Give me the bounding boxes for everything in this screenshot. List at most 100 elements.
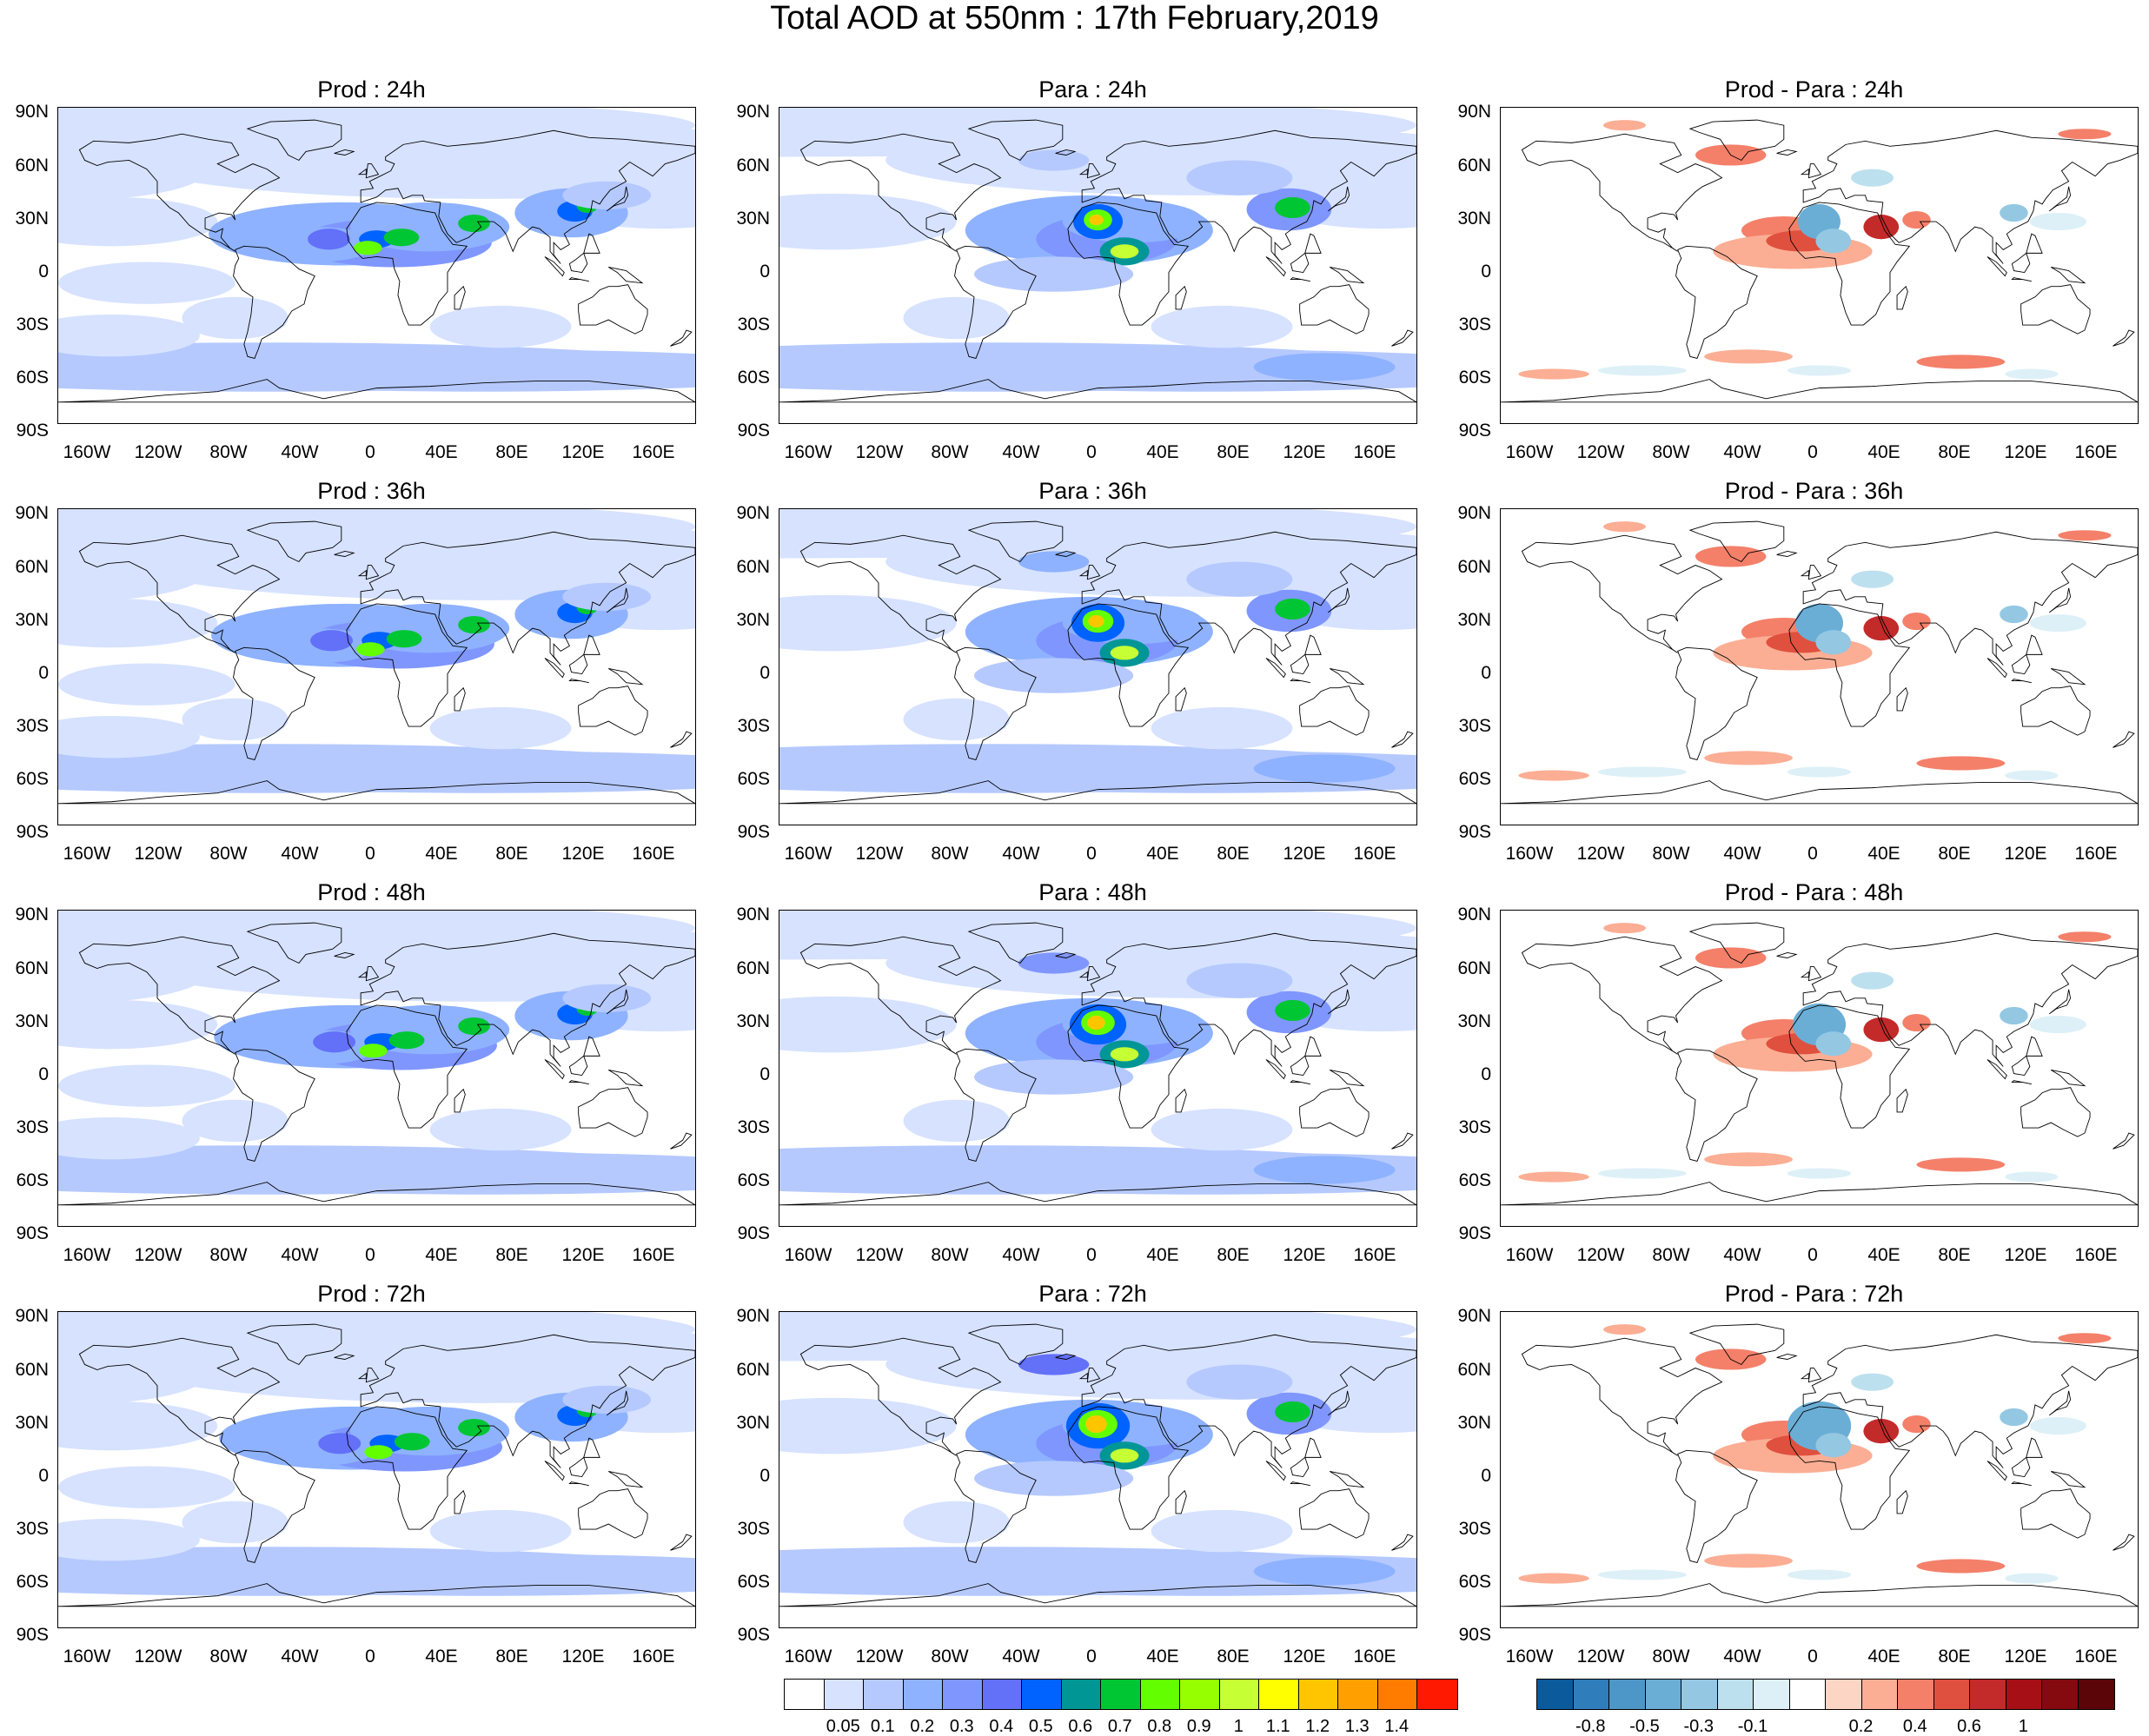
coastline: [2048, 1390, 2072, 1416]
coastline: [1299, 1488, 1370, 1539]
coastline: [1688, 1323, 1785, 1366]
coastline: [1802, 1334, 2138, 1468]
colorbar-swatch: [1898, 1680, 1934, 1709]
colorbar-label: 0.2: [910, 1717, 935, 1736]
coastline: [1521, 133, 1723, 252]
aod-field-patch: [364, 1445, 393, 1460]
aod-field-patch: [1863, 1419, 1900, 1444]
aod-field-patch: [2000, 1006, 2028, 1025]
aod-field-patch: [58, 999, 218, 1050]
aod-field-patch: [129, 523, 695, 600]
colorbar-swatch: [1573, 1680, 1609, 1709]
colorbar-swatch: [1180, 1680, 1220, 1709]
aod-field-patch: [1902, 612, 1931, 631]
longitude-tick-label: 0: [1086, 1245, 1097, 1265]
latitude-tick-label: 90S: [737, 1625, 770, 1645]
colorbar-label: 0.5: [1028, 1717, 1053, 1736]
coastline: [1501, 379, 2138, 403]
coastline: [2051, 1070, 2086, 1087]
aod-field-patch: [1597, 365, 1687, 376]
aod-field-patch: [386, 630, 422, 648]
coastline: [78, 936, 281, 1055]
coastline: [1688, 119, 1785, 162]
colorbar-label: 0.3: [949, 1717, 974, 1736]
aod-field-patch: [2000, 1408, 2028, 1427]
latitude-tick-label: 90N: [15, 904, 49, 924]
colorbar-label: 0.2: [1848, 1717, 1874, 1736]
coastline: [799, 534, 1002, 653]
aod-field-patch: [1110, 1047, 1139, 1062]
longitude-tick-label: 40W: [281, 1647, 319, 1666]
colorbar-swatch: [1861, 1680, 1898, 1709]
coastline: [2011, 1080, 2032, 1085]
longitude-tick-label: 160E: [632, 442, 675, 462]
latitude-tick-label: 0: [38, 663, 49, 683]
coastline: [1675, 1048, 1758, 1162]
coastline: [360, 129, 695, 264]
latitude-tick-label: 60N: [736, 1360, 770, 1380]
colorbar-swatch: [2078, 1680, 2114, 1709]
latitude-tick-label: 90S: [16, 421, 49, 441]
map-svg: [58, 509, 695, 825]
latitude-tick-label: 60S: [16, 1170, 49, 1190]
coastline: [1290, 252, 1310, 274]
longitude-tick-label: 80W: [1652, 844, 1690, 864]
coastline: [1807, 1368, 1822, 1383]
map-frame: [1500, 1311, 2139, 1628]
coastline: [1521, 936, 1723, 1055]
coastline: [1788, 202, 1911, 326]
aod-field-patch: [1151, 1509, 1293, 1553]
coastline: [346, 1004, 468, 1129]
coastline: [1501, 1182, 2138, 1206]
coastline: [246, 119, 342, 162]
coastline: [1304, 233, 1322, 254]
aod-field-patch: [1597, 766, 1687, 778]
latitude-tick-label: 30N: [1457, 1011, 1491, 1031]
coastline: [454, 686, 466, 712]
map-panel-diff-72h: Prod - Para : 72h 90N 60N 30N 0 30S 60S 90S 160W…: [1443, 1281, 2139, 1689]
aod-field-patch: [388, 1031, 425, 1050]
aod-field-patch: [429, 706, 572, 750]
coastline: [2051, 1471, 2086, 1488]
longitude-tick-label: 160W: [63, 1245, 111, 1265]
coastline: [1800, 168, 1809, 176]
coastline: [1067, 1406, 1190, 1530]
coastline: [2011, 653, 2031, 675]
coastline: [2020, 1488, 2091, 1539]
coastline: [1265, 1059, 1286, 1080]
colorbar-swatch: [1970, 1680, 2006, 1709]
map-svg: [779, 1312, 1416, 1627]
coastline: [1299, 284, 1370, 335]
aod-field-patch: [1186, 561, 1293, 597]
colorbar-label: 0.05: [826, 1717, 860, 1736]
longitude-tick-label: 120E: [1283, 844, 1326, 864]
panel-title: Prod - Para : 24h: [1724, 76, 1904, 103]
aod-field-patch: [1186, 1364, 1293, 1400]
longitude-tick-label: 120W: [134, 1245, 182, 1265]
aod-field-patch: [562, 181, 652, 209]
coastline: [799, 936, 1002, 1055]
coastline: [1896, 686, 1908, 712]
map-svg: [779, 509, 1416, 825]
aod-field-patch: [2005, 1573, 2059, 1584]
map-panel-prod-48h: Prod : 48h 90N 60N 30N 0 30S 60S 90S 160W 120W 80W…: [0, 879, 696, 1288]
latitude-tick-label: 0: [1481, 1466, 1491, 1486]
coastline: [2026, 233, 2043, 254]
coastline: [1688, 922, 1785, 964]
coastline: [1304, 1036, 1322, 1057]
coastline: [2020, 284, 2091, 335]
coastline: [1330, 267, 1365, 284]
map-svg: [1501, 1312, 2138, 1627]
longitude-tick-label: 160E: [2074, 442, 2118, 462]
colorbar-swatch: [1681, 1680, 1718, 1709]
coastline: [578, 1488, 648, 1539]
latitude-tick-label: 30S: [1458, 1117, 1491, 1137]
panel-title: Prod : 48h: [317, 879, 426, 905]
aod-field-patch: [458, 616, 490, 634]
latitude-tick-label: 30N: [736, 1011, 770, 1031]
coastline: [568, 277, 589, 282]
aod-field-patch: [1815, 630, 1852, 655]
coastline: [583, 634, 600, 655]
aod-field-patch: [903, 296, 1010, 340]
coastline: [1330, 668, 1365, 686]
